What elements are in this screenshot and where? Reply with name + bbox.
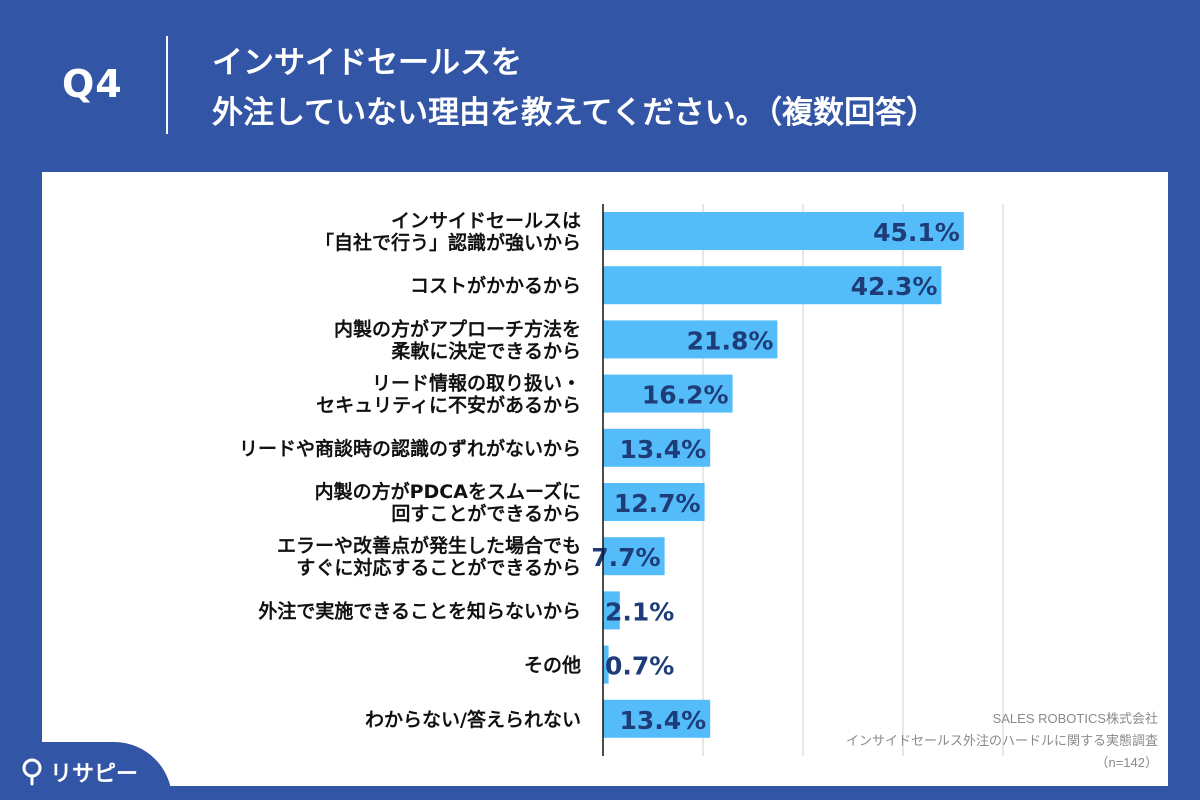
bar-value-label: 12.7% bbox=[614, 489, 701, 518]
bar bbox=[603, 537, 665, 576]
category-label-line: 内製の方がPDCAをスムーズに bbox=[315, 480, 581, 503]
bar-value-label: 16.2% bbox=[642, 381, 729, 410]
category-label-line: リード情報の取り扱い・ bbox=[372, 372, 581, 395]
bar-value-label: 42.3% bbox=[851, 272, 938, 301]
category-label: 内製の方がPDCAをスムーズに回すことができるから bbox=[315, 480, 581, 525]
bar-value-label: 21.8% bbox=[687, 326, 774, 355]
survey-name: インサイドセールス外注のハードルに関する実態調査 bbox=[845, 733, 1158, 748]
category-label-line: エラーや改善点が発生した場合でも bbox=[277, 534, 581, 557]
category-label: リードや商談時の認識のずれがないから bbox=[239, 437, 581, 460]
category-label-line: リードや商談時の認識のずれがないから bbox=[239, 437, 581, 460]
pin-icon bbox=[22, 758, 42, 786]
category-label: 内製の方がアプローチ方法を柔軟に決定できるから bbox=[334, 317, 581, 362]
chart-panel: 45.1% インサイドセールスは「自社で行う」認識が強いから 42.3% コストがかか… bbox=[42, 172, 1168, 786]
header-divider bbox=[166, 36, 168, 134]
category-label: インサイドセールスは「自社で行う」認識が強いから bbox=[315, 210, 581, 254]
bar bbox=[603, 483, 705, 521]
bar bbox=[603, 212, 964, 250]
category-label-line: コストがかかるから bbox=[410, 274, 581, 297]
question-title-line-2: 外注していない理由を教えてください。（複数回答） bbox=[212, 95, 938, 131]
logo-text: リサピー bbox=[50, 762, 139, 787]
bar bbox=[603, 266, 942, 305]
category-label-line: 柔軟に決定できるから bbox=[391, 339, 581, 362]
source-company: SALES ROBOTICS株式会社 bbox=[992, 711, 1158, 726]
category-label: エラーや改善点が発生した場合でもすぐに対応することができるから bbox=[277, 534, 581, 579]
category-label-line: わからない/答えられない bbox=[365, 708, 581, 731]
category-label-line: 回すことができるから bbox=[391, 502, 581, 525]
bar bbox=[603, 320, 778, 359]
logo-tab bbox=[0, 742, 172, 800]
category-label-line: その他 bbox=[524, 654, 581, 677]
bar-value-label: 7.7% bbox=[591, 543, 660, 572]
bar bbox=[603, 699, 711, 738]
category-label: リード情報の取り扱い・セキュリティに不安があるから bbox=[316, 372, 581, 417]
question-title-line-1: インサイドセールスを bbox=[212, 45, 522, 81]
category-label-line: 「自社で行う」認識が強いから bbox=[315, 231, 581, 254]
category-label-line: すぐに対応することができるから bbox=[296, 556, 581, 579]
question-title: インサイドセールスを 外注していない理由を教えてください。（複数回答） bbox=[212, 38, 1172, 138]
question-number: Q4 bbox=[62, 62, 123, 106]
bar-value-label: 2.1% bbox=[605, 597, 674, 626]
bar bbox=[603, 645, 609, 684]
category-label: その他 bbox=[524, 654, 581, 677]
bar-value-label: 13.4% bbox=[619, 706, 706, 735]
category-label-line: セキュリティに不安があるから bbox=[316, 394, 581, 417]
risapi-logo: リサピー bbox=[20, 756, 138, 788]
category-label-line: インサイドセールスは bbox=[391, 210, 581, 232]
header: Q4 インサイドセールスを 外注していない理由を教えてください。（複数回答） bbox=[0, 0, 1200, 170]
bar-value-label: 13.4% bbox=[619, 435, 706, 464]
bar-value-label: 0.7% bbox=[605, 652, 674, 681]
bar-chart: 45.1% インサイドセールスは「自社で行う」認識が強いから 42.3% コストがかか… bbox=[239, 204, 1004, 756]
bar bbox=[603, 428, 711, 467]
category-label: わからない/答えられない bbox=[365, 708, 581, 731]
source-notes: SALES ROBOTICS株式会社 インサイドセールス外注のハードルに関する実… bbox=[758, 708, 1158, 774]
category-label: コストがかかるから bbox=[410, 274, 581, 297]
category-label: 外注で実施できることを知らないから bbox=[258, 599, 581, 622]
category-label-line: 内製の方がアプローチ方法を bbox=[334, 317, 581, 340]
bar bbox=[603, 591, 620, 630]
category-label-line: 外注で実施できることを知らないから bbox=[258, 599, 581, 622]
bar bbox=[603, 374, 733, 413]
sample-size: （n=142） bbox=[1095, 755, 1158, 770]
bar-value-label: 45.1% bbox=[873, 218, 960, 247]
